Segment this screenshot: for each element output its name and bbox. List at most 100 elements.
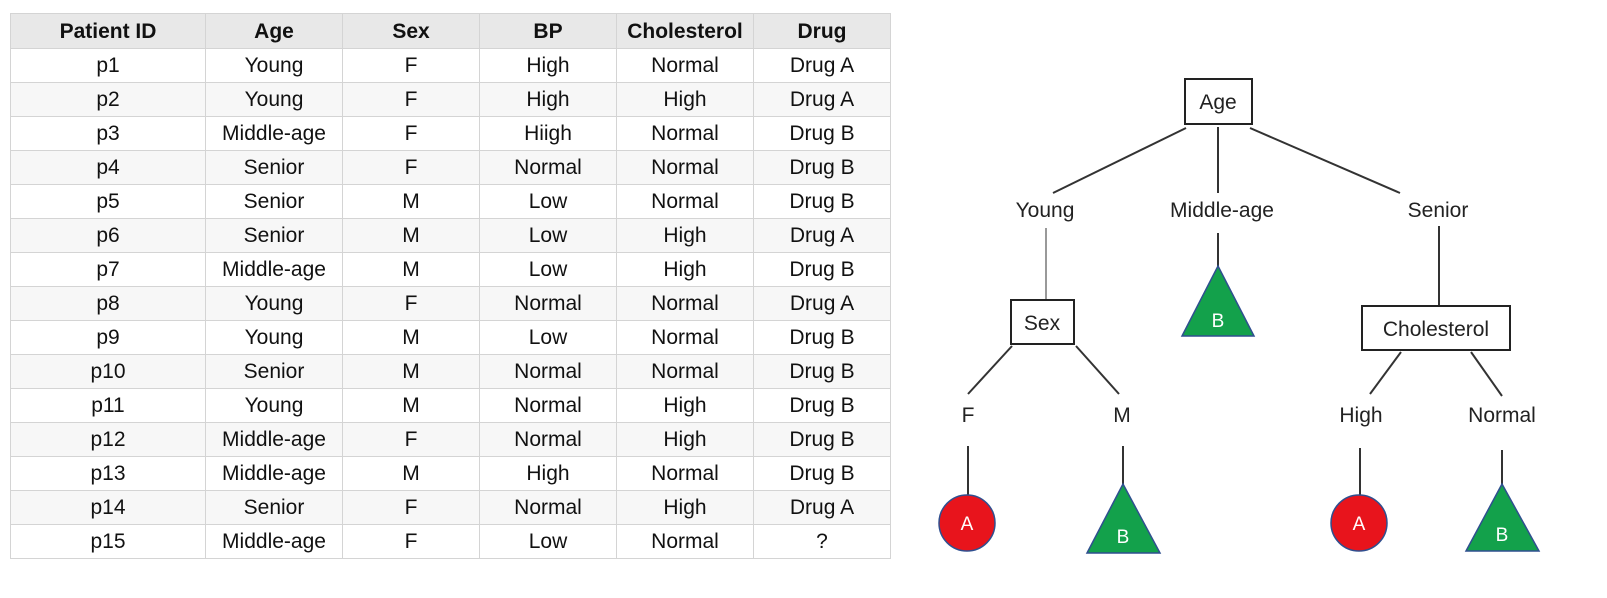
cell-age: Middle-age <box>205 252 343 287</box>
cell-drug: Drug B <box>753 456 891 491</box>
cell-patient-id: p4 <box>10 150 206 185</box>
cell-cholesterol: Normal <box>616 150 754 185</box>
branch-m: M <box>1113 404 1131 427</box>
age-node-box <box>1184 78 1253 125</box>
age-node-label: Age <box>1199 91 1236 114</box>
table-row: p12 Middle-age F Normal High Drug B <box>10 422 891 457</box>
cell-bp: Low <box>479 320 617 355</box>
header-drug: Drug <box>753 13 891 49</box>
cell-cholesterol: High <box>616 490 754 525</box>
cell-cholesterol: Normal <box>616 116 754 151</box>
cell-sex: F <box>342 116 480 151</box>
cell-sex: M <box>342 388 480 423</box>
cholesterol-node-box <box>1361 305 1511 351</box>
cell-sex: M <box>342 320 480 355</box>
cell-sex: M <box>342 184 480 219</box>
age-node: Age <box>1184 78 1253 125</box>
cell-cholesterol: Normal <box>616 184 754 219</box>
leaf-sex-m: B <box>1085 482 1162 554</box>
cell-age: Young <box>205 388 343 423</box>
leaf-sex-m-label: B <box>1117 527 1130 548</box>
branch-f: F <box>962 404 975 427</box>
table-row: p11 Young M Normal High Drug B <box>10 388 891 423</box>
cell-cholesterol: High <box>616 422 754 457</box>
cell-bp: Low <box>479 184 617 219</box>
leaf-chol-high-label: A <box>1353 514 1366 535</box>
cholesterol-node: Cholesterol <box>1361 305 1511 351</box>
cell-drug: Drug A <box>753 490 891 525</box>
edge-sex-m <box>1075 345 1120 395</box>
cell-cholesterol: Normal <box>616 48 754 83</box>
cell-bp: High <box>479 456 617 491</box>
cell-drug: Drug B <box>753 354 891 389</box>
table-row: p4 Senior F Normal Normal Drug B <box>10 150 891 185</box>
branch-high: High <box>1339 404 1382 427</box>
cell-cholesterol: Normal <box>616 456 754 491</box>
cell-patient-id: p13 <box>10 456 206 491</box>
cell-drug: Drug B <box>753 116 891 151</box>
table-row: p3 Middle-age F Hiigh Normal Drug B <box>10 116 891 151</box>
edge-sex-f <box>967 345 1013 395</box>
header-bp: BP <box>479 13 617 49</box>
leaf-chol-normal: B <box>1464 482 1541 552</box>
cell-age: Middle-age <box>205 116 343 151</box>
table-row: p13 Middle-age M High Normal Drug B <box>10 456 891 491</box>
edge-age-young <box>1052 127 1187 194</box>
cell-sex: M <box>342 456 480 491</box>
circle-icon <box>938 494 996 552</box>
cell-bp: Normal <box>479 388 617 423</box>
cell-bp: Hiigh <box>479 116 617 151</box>
table-header-row: Patient ID Age Sex BP Cholesterol Drug <box>10 13 891 49</box>
branch-normal: Normal <box>1468 404 1536 427</box>
edge-age-senior <box>1249 127 1401 194</box>
table-row: p1 Young F High Normal Drug A <box>10 48 891 83</box>
leaf-middle-age: B <box>1180 264 1256 337</box>
cell-age: Young <box>205 82 343 117</box>
cell-patient-id: p15 <box>10 524 206 559</box>
header-patient-id: Patient ID <box>10 13 206 49</box>
edge-chol-high <box>1369 351 1402 395</box>
table-row: p10 Senior M Normal Normal Drug B <box>10 354 891 389</box>
cell-drug: Drug B <box>753 252 891 287</box>
branch-young: Young <box>1016 199 1075 222</box>
leaf-sex-f-label: A <box>961 514 974 535</box>
cell-cholesterol: High <box>616 218 754 253</box>
cell-drug: Drug B <box>753 150 891 185</box>
cell-drug: Drug B <box>753 422 891 457</box>
cell-cholesterol: Normal <box>616 354 754 389</box>
leaf-sex-f: A <box>938 494 996 552</box>
branch-senior: Senior <box>1408 199 1469 222</box>
triangle-icon <box>1464 482 1541 552</box>
cell-sex: F <box>342 490 480 525</box>
cell-sex: F <box>342 286 480 321</box>
cell-sex: F <box>342 48 480 83</box>
cell-patient-id: p10 <box>10 354 206 389</box>
cell-age: Senior <box>205 490 343 525</box>
cell-bp: Normal <box>479 490 617 525</box>
cell-drug: Drug B <box>753 388 891 423</box>
header-cholesterol: Cholesterol <box>616 13 754 49</box>
cell-bp: High <box>479 48 617 83</box>
cell-drug: ? <box>753 524 891 559</box>
cell-sex: M <box>342 252 480 287</box>
sex-node-label: Sex <box>1024 312 1061 335</box>
cell-patient-id: p3 <box>10 116 206 151</box>
cell-patient-id: p2 <box>10 82 206 117</box>
sex-node: Sex <box>1010 299 1075 345</box>
cell-patient-id: p1 <box>10 48 206 83</box>
table-row: p2 Young F High High Drug A <box>10 82 891 117</box>
patient-table: Patient ID Age Sex BP Cholesterol Drug p… <box>10 13 891 559</box>
circle-icon <box>1330 494 1388 552</box>
cell-bp: Normal <box>479 286 617 321</box>
cell-age: Young <box>205 48 343 83</box>
cell-patient-id: p6 <box>10 218 206 253</box>
cell-sex: F <box>342 524 480 559</box>
sex-node-box <box>1010 299 1075 345</box>
cell-drug: Drug A <box>753 82 891 117</box>
cell-age: Senior <box>205 218 343 253</box>
cell-age: Senior <box>205 184 343 219</box>
leaf-chol-high: A <box>1330 494 1388 552</box>
cell-patient-id: p8 <box>10 286 206 321</box>
cell-age: Middle-age <box>205 456 343 491</box>
